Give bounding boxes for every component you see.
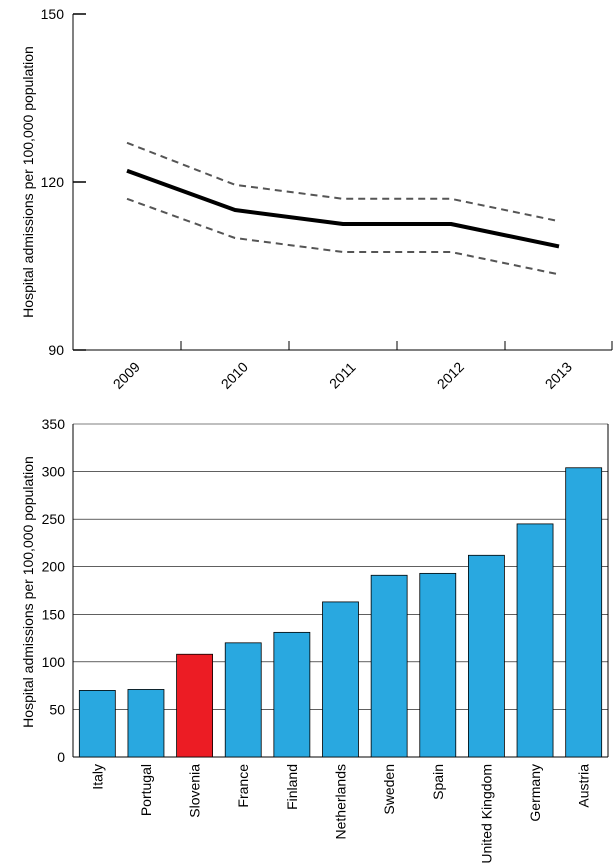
bar-chart-y-ticks: 0 50 100 150 200 250 300 350 (42, 416, 66, 765)
x-category-label: France (235, 764, 251, 808)
x-category-label: Portugal (138, 764, 154, 816)
y-tick-label: 50 (49, 701, 65, 717)
x-category-label: Sweden (381, 764, 397, 815)
bar-chart-x-labels: Italy Portugal Slovenia France Finland Nether… (89, 764, 591, 864)
y-tick-label: 0 (57, 749, 65, 765)
line-chart-y-ticks: 90 120 150 (41, 6, 86, 358)
y-tick-label: 100 (42, 654, 66, 670)
bar-sweden (370, 574, 408, 758)
bar-austria (565, 467, 603, 758)
y-tick-label: 120 (41, 174, 65, 190)
x-category-label: Finland (284, 764, 300, 810)
x-category-label: United Kingdom (478, 764, 494, 864)
bar-chart: Hospital admissions per 100,000 populati… (20, 416, 609, 864)
line-chart-series (126, 141, 560, 276)
estimate-line (126, 168, 560, 249)
bar-italy (78, 690, 116, 758)
x-tick-label: 2012 (434, 358, 467, 391)
bar-germany (516, 523, 554, 758)
y-tick-label: 250 (42, 511, 66, 527)
bar-france (224, 642, 262, 758)
bar-netherlands (322, 601, 359, 758)
bar-united-kingdom (468, 554, 505, 758)
confidence-bound-line (126, 141, 560, 223)
confidence-bound-line (126, 197, 560, 276)
y-tick-label: 300 (42, 464, 66, 480)
bar-chart-y-axis-label: Hospital admissions per 100,000 populati… (20, 456, 36, 728)
line-chart-y-axis-label: Hospital admissions per 100,000 populati… (20, 46, 36, 318)
x-tick-label: 2011 (326, 359, 359, 392)
bar-spain (419, 572, 457, 758)
bar-finland (273, 631, 311, 758)
x-tick-label: 2013 (542, 358, 575, 391)
x-category-label: Spain (430, 764, 446, 800)
x-tick-label: 2009 (110, 358, 143, 391)
y-tick-label: 90 (48, 342, 64, 358)
line-chart-x-ticks: 2009 2010 2011 2012 2013 (72, 341, 613, 392)
x-category-label: Netherlands (333, 764, 349, 840)
x-category-label: Slovenia (187, 764, 203, 818)
bar-slovenia (176, 653, 213, 758)
y-tick-label: 350 (42, 416, 66, 432)
x-category-label: Germany (527, 764, 543, 822)
bar-portugal (127, 689, 165, 758)
x-category-label: Italy (89, 764, 105, 790)
y-tick-label: 150 (41, 6, 65, 22)
line-chart: Hospital admissions per 100,000 populati… (20, 6, 613, 392)
bar-chart-bars (78, 467, 603, 758)
x-tick-label: 2010 (218, 358, 251, 391)
y-tick-label: 150 (42, 606, 66, 622)
x-category-label: Austria (576, 764, 592, 808)
y-tick-label: 200 (42, 559, 66, 575)
